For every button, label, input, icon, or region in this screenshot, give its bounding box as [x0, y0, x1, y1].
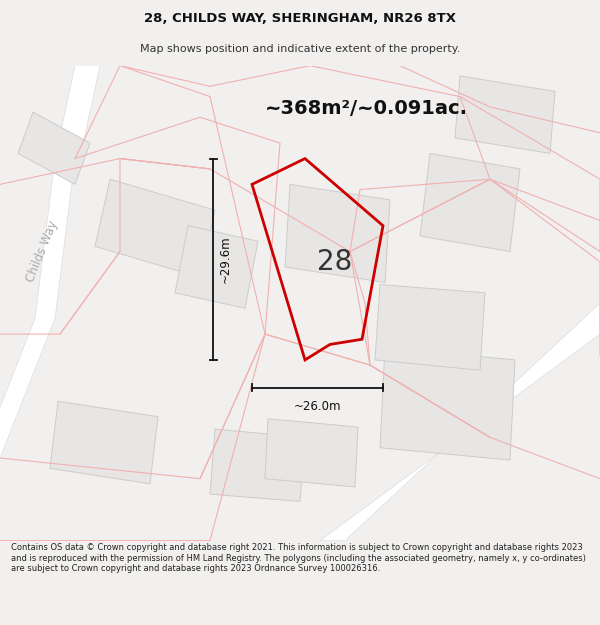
Polygon shape [455, 76, 555, 153]
Polygon shape [285, 184, 390, 282]
Polygon shape [420, 153, 520, 251]
Text: Contains OS data © Crown copyright and database right 2021. This information is : Contains OS data © Crown copyright and d… [11, 543, 586, 573]
Text: ~368m²/~0.091ac.: ~368m²/~0.091ac. [265, 99, 468, 119]
Polygon shape [0, 159, 75, 458]
Polygon shape [265, 419, 358, 487]
Polygon shape [210, 429, 305, 501]
Polygon shape [380, 348, 515, 460]
Text: Map shows position and indicative extent of the property.: Map shows position and indicative extent… [140, 44, 460, 54]
Polygon shape [55, 66, 100, 159]
Polygon shape [50, 401, 158, 484]
Text: ~29.6m: ~29.6m [219, 236, 232, 283]
Polygon shape [95, 179, 215, 278]
Text: 28: 28 [317, 248, 353, 276]
Text: Childs Way: Childs Way [24, 219, 60, 284]
Text: ~26.0m: ~26.0m [294, 400, 341, 413]
Text: 28, CHILDS WAY, SHERINGHAM, NR26 8TX: 28, CHILDS WAY, SHERINGHAM, NR26 8TX [144, 12, 456, 25]
Polygon shape [175, 226, 258, 308]
Polygon shape [375, 284, 485, 370]
Polygon shape [320, 303, 600, 541]
Polygon shape [18, 112, 90, 184]
